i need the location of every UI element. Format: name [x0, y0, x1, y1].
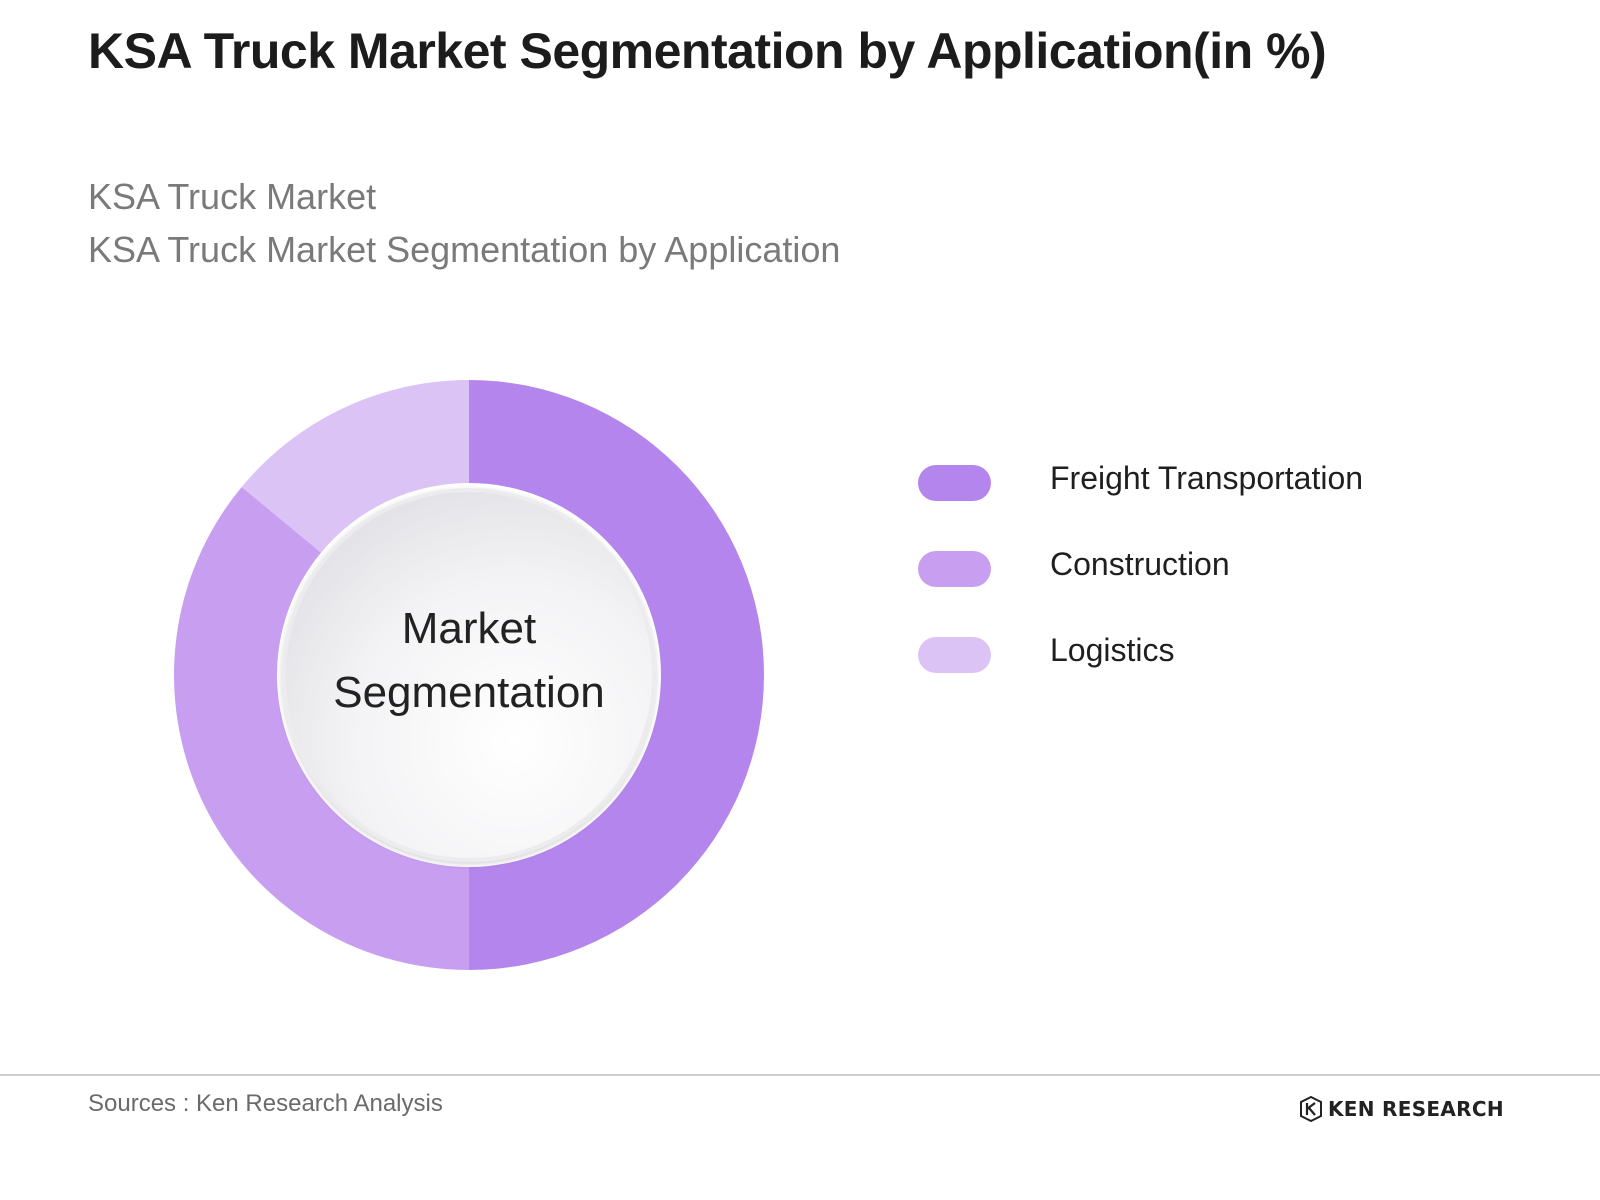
- ken-research-logo: KEN RESEARCH: [1300, 1094, 1504, 1124]
- chart-subtitle-market: KSA Truck Market: [88, 176, 377, 217]
- donut-slice-freight-transportation: [469, 380, 764, 970]
- donut-slice-logistics: [241, 380, 469, 553]
- legend-label-construction: Construction: [1050, 546, 1230, 582]
- sources-note: Sources : Ken Research Analysis: [88, 1090, 443, 1117]
- donut-center-disc: [282, 488, 656, 862]
- legend-label-freight-transportation: Freight Transportation: [1050, 460, 1364, 496]
- center-label-line1: Market: [401, 604, 537, 653]
- donut-slices: [174, 380, 764, 970]
- chart-title: KSA Truck Market Segmentation by Applica…: [88, 23, 1327, 79]
- legend-swatch-freight-transportation: [918, 465, 991, 501]
- donut-slice-construction: [174, 486, 470, 970]
- chart-subtitle-segmentation: KSA Truck Market Segmentation by Applica…: [88, 229, 841, 270]
- donut-center-label: Market Segmentation: [279, 597, 659, 725]
- footer-divider: [0, 1074, 1600, 1076]
- legend-label-logistics: Logistics: [1050, 632, 1175, 668]
- center-label-line2: Segmentation: [333, 668, 605, 717]
- ken-research-logo-icon: [1300, 1096, 1322, 1122]
- legend-swatch-logistics: [918, 637, 991, 673]
- legend-swatch-construction: [918, 551, 991, 587]
- ken-research-logo-text: KEN RESEARCH: [1328, 1097, 1504, 1121]
